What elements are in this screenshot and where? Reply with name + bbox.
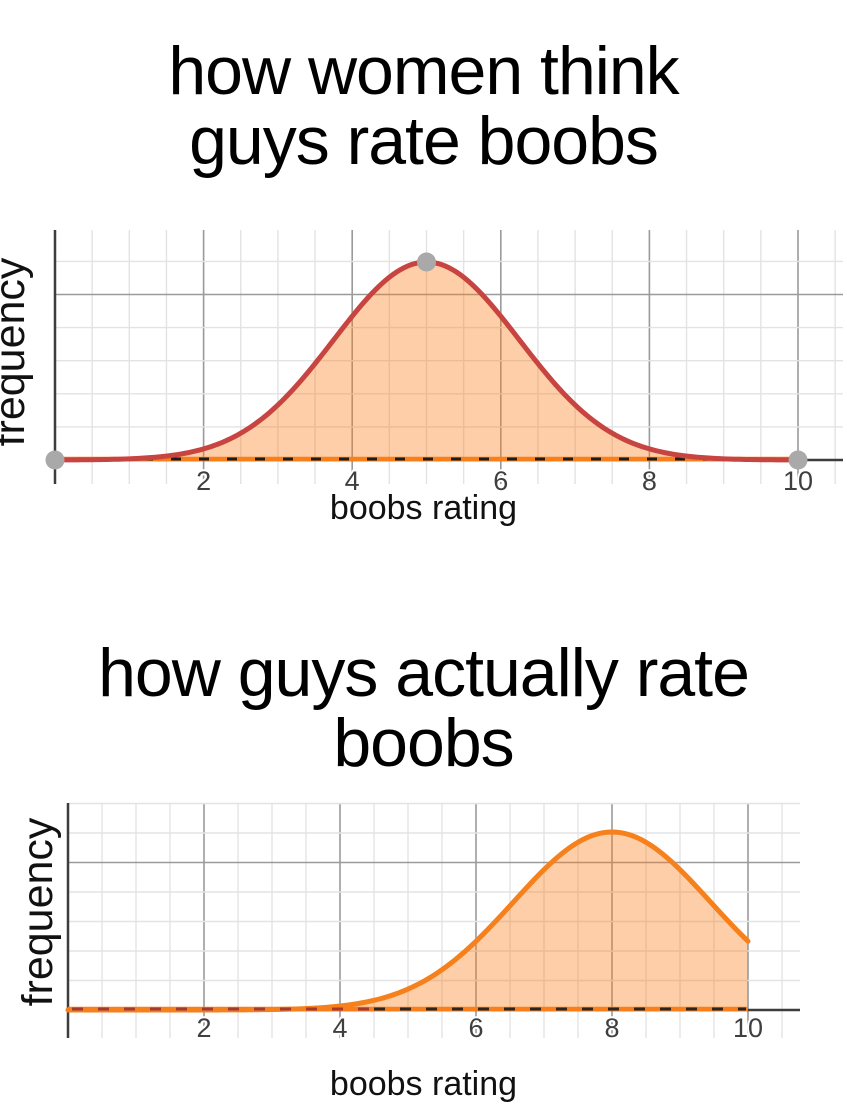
distribution-fill: [68, 832, 748, 1010]
chart-guys-actually: 2 4 6 8 10 frequency: [0, 796, 847, 1068]
x-tick-label: 4: [345, 466, 360, 496]
chart2-title-line2: boobs: [333, 705, 514, 781]
y-axis-label: frequency: [14, 817, 62, 1006]
draggable-point[interactable]: [417, 252, 436, 272]
chart1-title: how women think guys rate boobs: [0, 36, 847, 176]
chart2-xaxis-label: boobs rating: [329, 1065, 518, 1103]
y-axis-label: frequency: [0, 257, 34, 446]
x-tick-label: 10: [733, 1013, 763, 1043]
x-tick-label: 6: [468, 1013, 483, 1043]
draggable-point[interactable]: [788, 450, 808, 470]
plot-area-2: 2 4 6 8 10 frequency: [14, 802, 800, 1045]
chart2-title: how guys actually rate boobs: [0, 638, 847, 778]
chart-women-think: 2 4 6 8 10 frequency: [0, 226, 847, 498]
x-tick-label: 4: [332, 1013, 347, 1043]
chart1-title-line1: how women think: [168, 33, 679, 109]
x-tick-label: 10: [783, 466, 813, 496]
x-tick-label: 6: [493, 466, 508, 496]
x-tick-label: 8: [642, 466, 657, 496]
chart1-xaxis-label: boobs rating: [329, 489, 518, 527]
x-tick-label: 8: [604, 1013, 619, 1043]
plot-area-1: 2 4 6 8 10 frequency: [0, 230, 843, 498]
draggable-point[interactable]: [45, 450, 65, 470]
x-tick-label: 2: [196, 1013, 211, 1043]
distribution-fill: [55, 262, 798, 460]
x-tick-label: 2: [196, 466, 211, 496]
chart1-title-line2: guys rate boobs: [189, 103, 659, 179]
chart2-title-line1: how guys actually rate: [98, 635, 750, 711]
